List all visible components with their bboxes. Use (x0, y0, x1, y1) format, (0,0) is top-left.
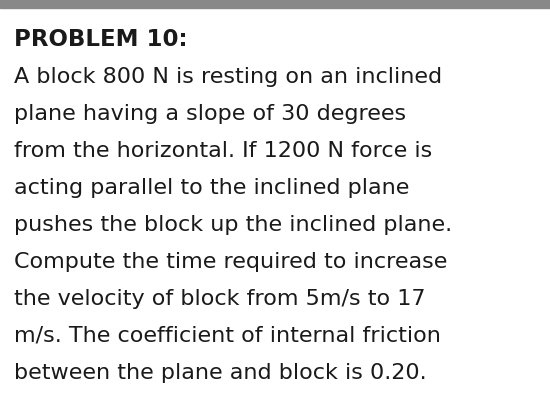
Bar (0, 0, 550, 8)
Text: the velocity of block from 5m/s to 17: the velocity of block from 5m/s to 17 (14, 289, 426, 309)
Text: PROBLEM 10:: PROBLEM 10: (14, 28, 188, 51)
Text: Compute the time required to increase: Compute the time required to increase (14, 252, 447, 272)
Text: plane having a slope of 30 degrees: plane having a slope of 30 degrees (14, 104, 406, 124)
Text: acting parallel to the inclined plane: acting parallel to the inclined plane (14, 178, 409, 198)
Text: m/s. The coefficient of internal friction: m/s. The coefficient of internal frictio… (14, 326, 441, 346)
Text: between the plane and block is 0.20.: between the plane and block is 0.20. (14, 363, 427, 383)
Text: from the horizontal. If 1200 N force is: from the horizontal. If 1200 N force is (14, 141, 432, 161)
Text: A block 800 N is resting on an inclined: A block 800 N is resting on an inclined (14, 67, 442, 87)
Text: pushes the block up the inclined plane.: pushes the block up the inclined plane. (14, 215, 452, 235)
